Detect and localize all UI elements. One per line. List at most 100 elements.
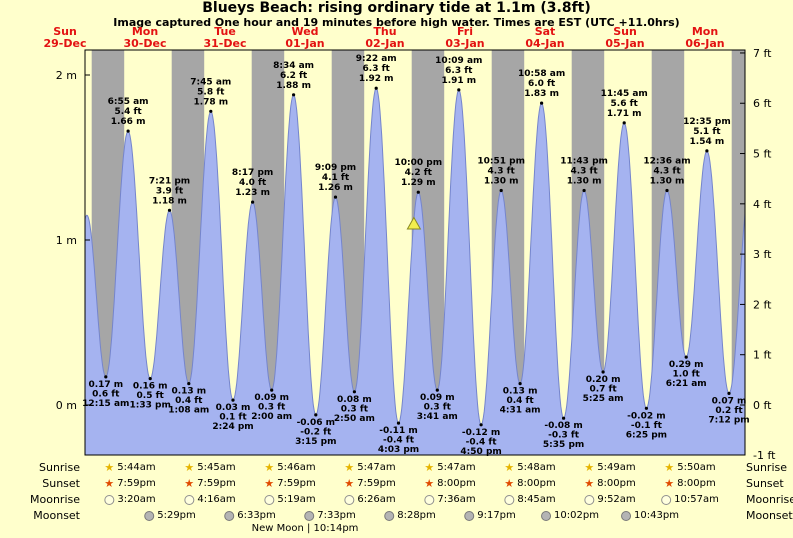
moon-phase-label: New Moon | 10:14pm xyxy=(251,523,359,534)
day-date-label: 03-Jan xyxy=(445,37,484,50)
high-tide-annotation: 11:43 pm xyxy=(560,157,608,167)
low-tide-annotation: -0.4 ft xyxy=(383,436,415,446)
ft-axis-label: 7 ft xyxy=(753,47,772,60)
low-tide-annotation: 0.6 ft xyxy=(92,389,120,399)
moonset-entry: 6:33pm xyxy=(224,509,276,522)
moonset-entry: 9:17pm xyxy=(464,509,516,522)
sunset-time: 8:00pm xyxy=(597,478,636,489)
day-name-label: Sun xyxy=(53,25,77,38)
sunset-icon: ★ xyxy=(184,477,195,490)
low-tide-annotation: 1.0 ft xyxy=(673,370,701,380)
sunrise-icon: ★ xyxy=(504,461,515,474)
low-tide-annotation: 0.07 m xyxy=(712,396,747,406)
low-tide-annotation: 0.03 m xyxy=(216,403,251,413)
sunset-icon: ★ xyxy=(104,477,115,490)
low-tide-annotation: 0.13 m xyxy=(171,387,206,397)
low-tide-annotation: 0.13 m xyxy=(503,387,538,397)
moonrise-time: 3:20am xyxy=(117,494,156,505)
high-tide-annotation: 10:00 pm xyxy=(394,158,442,168)
tide-extreme-dot xyxy=(352,390,356,394)
sunrise-entry: ★ 5:49am xyxy=(584,461,635,474)
low-tide-annotation: -0.1 ft xyxy=(631,421,663,431)
moonset-time: 10:43pm xyxy=(634,510,679,521)
day-date-label: 01-Jan xyxy=(285,37,324,50)
m-axis-label: 2 m xyxy=(56,69,77,82)
low-tide-annotation: -0.2 ft xyxy=(300,427,332,437)
high-tide-annotation: 6.3 ft xyxy=(445,66,473,76)
tide-curve xyxy=(84,87,746,426)
tide-extreme-dot xyxy=(251,200,255,204)
high-tide-annotation: 12:36 am xyxy=(643,157,690,167)
high-tide-annotation: 6.0 ft xyxy=(528,79,556,89)
tide-extreme-dot xyxy=(333,195,338,199)
sunset-icon: ★ xyxy=(504,477,515,490)
low-tide-annotation: 12:15 am xyxy=(82,399,129,409)
low-tide-annotation: 6:25 pm xyxy=(626,430,667,440)
moonrise-entry: 7:36am xyxy=(424,493,476,506)
low-tide-annotation: -0.08 m xyxy=(544,421,582,431)
tide-extreme-dot xyxy=(665,188,669,193)
tide-extreme-dot xyxy=(148,377,152,381)
tide-extreme-dot xyxy=(167,208,172,212)
high-tide-annotation: 1.88 m xyxy=(276,81,311,91)
moonrise-time: 6:26am xyxy=(357,494,396,505)
high-tide-annotation: 4.2 ft xyxy=(405,168,433,178)
day-date-label: 05-Jan xyxy=(605,37,644,50)
low-tide-annotation: 2:00 am xyxy=(251,412,292,422)
tide-extreme-dot xyxy=(644,406,649,410)
high-tide-annotation: 6:55 am xyxy=(108,97,149,107)
sunset-time: 7:59pm xyxy=(277,478,316,489)
day-date-label: 06-Jan xyxy=(685,37,724,50)
tide-extreme-dot xyxy=(374,86,378,90)
moonrise-entry: 9:52am xyxy=(584,493,636,506)
moonset-entry: 8:28pm xyxy=(384,509,436,522)
sunset-entry: ★ 7:59pm xyxy=(104,477,155,490)
moonset-entry: 10:02pm xyxy=(541,509,599,522)
low-tide-annotation: 4:31 am xyxy=(500,406,541,416)
low-tide-annotation: 2:24 pm xyxy=(212,422,253,432)
sunrise-entry: ★ 5:48am xyxy=(504,461,555,474)
moonset-icon xyxy=(464,510,475,521)
low-tide-annotation: 0.1 ft xyxy=(219,413,247,423)
day-date-label: 31-Dec xyxy=(204,37,247,50)
moonset-entry: 5:29pm xyxy=(144,509,196,522)
current-tide-marker xyxy=(406,216,422,230)
high-tide-annotation: 1.92 m xyxy=(359,74,394,84)
high-tide-annotation: 1.29 m xyxy=(401,178,436,188)
ft-axis-label: 3 ft xyxy=(753,248,772,261)
ft-axis-label: -1 ft xyxy=(753,449,776,462)
low-tide-annotation: 6:21 am xyxy=(666,379,707,389)
day-date-label: 04-Jan xyxy=(525,37,564,50)
sunset-icon: ★ xyxy=(584,477,595,490)
sunrise-time: 5:44am xyxy=(117,462,156,473)
high-tide-annotation: 4.3 ft xyxy=(653,167,681,177)
day-name-label: Tue xyxy=(214,25,236,38)
ft-axis-label: 5 ft xyxy=(753,148,772,161)
sunset-entry: ★ 8:00pm xyxy=(424,477,475,490)
moonset-row-label-right: Moonset xyxy=(746,509,793,522)
moonset-icon xyxy=(224,510,235,521)
high-tide-annotation: 1.30 m xyxy=(650,177,685,187)
sunset-entry: ★ 7:59pm xyxy=(344,477,395,490)
low-tide-annotation: 2:50 am xyxy=(334,414,375,424)
chart-frame xyxy=(84,49,746,456)
low-tide-annotation: 0.7 ft xyxy=(589,385,617,395)
moonset-entry: 7:33pm xyxy=(304,509,356,522)
sunrise-time: 5:47am xyxy=(437,462,476,473)
tide-extreme-dot xyxy=(187,382,191,386)
moonrise-entry: 3:20am xyxy=(104,493,156,506)
high-tide-annotation: 1.83 m xyxy=(524,89,559,99)
sunrise-entry: ★ 5:45am xyxy=(184,461,235,474)
sunset-entry: ★ 7:59pm xyxy=(184,477,235,490)
high-tide-annotation: 5.1 ft xyxy=(693,127,721,137)
day-name-label: Thu xyxy=(373,25,396,38)
tide-extreme-dot xyxy=(457,88,461,92)
low-tide-annotation: -0.12 m xyxy=(462,428,500,438)
moonrise-time: 5:19am xyxy=(277,494,316,505)
chart-subtitle: Image captured One hour and 19 minutes b… xyxy=(113,16,680,29)
sunrise-icon: ★ xyxy=(664,461,675,474)
ft-axis-label: 0 ft xyxy=(753,399,772,412)
sunset-entry: ★ 8:00pm xyxy=(584,477,635,490)
sunrise-entry: ★ 5:47am xyxy=(344,461,395,474)
